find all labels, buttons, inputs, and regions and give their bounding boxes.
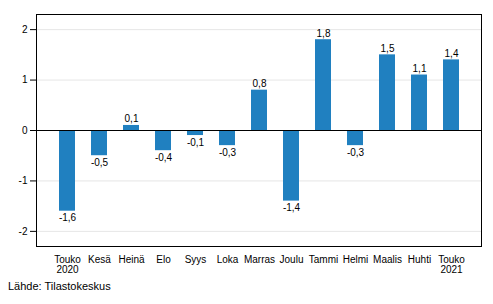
svg-text:1,8: 1,8	[317, 28, 331, 39]
svg-text:Touko2021: Touko2021	[438, 254, 465, 275]
svg-text:1,4: 1,4	[445, 48, 459, 59]
svg-text:0: 0	[22, 125, 28, 136]
html-text:Lähde: Tilastokeskus: Lähde: Tilastokeskus	[8, 280, 111, 292]
svg-text:-0,5: -0,5	[91, 157, 109, 168]
svg-text:Touko2020: Touko2020	[54, 254, 81, 275]
svg-text:Kesä: Kesä	[88, 254, 111, 265]
svg-text:-0,3: -0,3	[219, 147, 237, 158]
svg-text:Tammi: Tammi	[309, 254, 338, 265]
svg-text:Helmi: Helmi	[343, 254, 369, 265]
svg-text:-2: -2	[19, 226, 28, 237]
svg-text:0,1: 0,1	[125, 113, 139, 124]
svg-text:1: 1	[22, 74, 28, 85]
svg-text:1,1: 1,1	[413, 63, 427, 74]
svg-text:-0,4: -0,4	[155, 152, 173, 163]
svg-text:-1: -1	[19, 175, 28, 186]
svg-text:Heinä: Heinä	[118, 254, 145, 265]
svg-text:Elo: Elo	[156, 254, 171, 265]
svg-text:-1,6: -1,6	[59, 212, 77, 223]
svg-text:-1,4: -1,4	[283, 202, 301, 213]
svg-text:-0,1: -0,1	[187, 137, 205, 148]
svg-text:Maalis: Maalis	[373, 254, 402, 265]
svg-text:Loka: Loka	[217, 254, 239, 265]
svg-text:-0,3: -0,3	[347, 147, 365, 158]
svg-text:Joulu: Joulu	[280, 254, 304, 265]
svg-text:2: 2	[22, 24, 28, 35]
svg-text:Syys: Syys	[185, 254, 207, 265]
svg-text:0,8: 0,8	[253, 78, 267, 89]
svg-text:Huhti: Huhti	[408, 254, 431, 265]
svg-text:Marras: Marras	[244, 254, 275, 265]
svg-text:1,5: 1,5	[381, 43, 395, 54]
